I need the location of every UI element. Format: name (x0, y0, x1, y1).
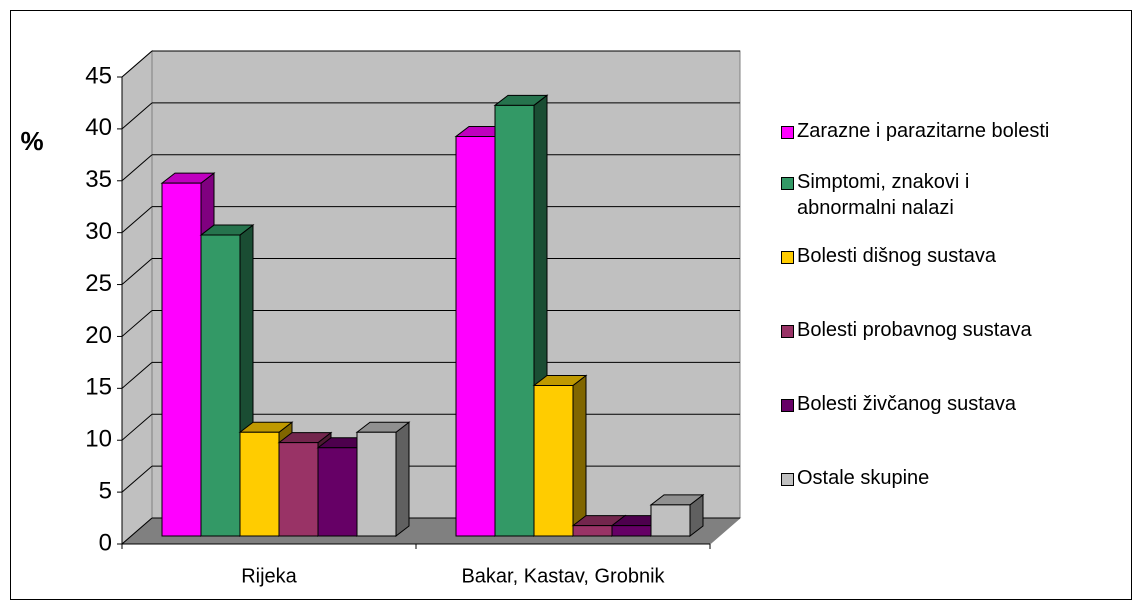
bar-front (239, 431, 280, 537)
grid-line-side (121, 50, 153, 78)
grid-line-side (121, 465, 153, 493)
legend-item: Bolesti probavnog sustava (781, 317, 1121, 343)
y-tick-label: 35 (85, 166, 112, 193)
grid-line-side (121, 310, 153, 337)
bar-side (395, 421, 410, 538)
legend-swatch (781, 177, 794, 190)
bar-front (494, 104, 535, 537)
y-tick-label: 40 (85, 114, 112, 141)
x-tick-label: Rijeka (241, 565, 297, 587)
y-tick-label: 5 (99, 477, 112, 504)
legend-item: Bolesti živčanog sustava (781, 391, 1121, 417)
x-tick-label: Bakar, Kastav, Grobnik (461, 565, 665, 587)
bar-front (455, 135, 496, 537)
legend-label: Bolesti živčanog sustava (797, 393, 1017, 415)
grid-line-side (121, 206, 153, 234)
legend-swatch (781, 251, 794, 264)
bar-front (650, 504, 691, 537)
legend-swatch (781, 325, 794, 338)
grid-line-side (121, 517, 153, 545)
bar-front (278, 442, 319, 537)
bar-front (611, 525, 652, 537)
y-tick-label: 45 (85, 62, 112, 89)
bar-front (533, 385, 574, 537)
y-tick-label: 10 (85, 426, 112, 453)
grid-line-side (121, 361, 153, 389)
legend-item: Zarazne i parazitarne bolesti (781, 118, 1121, 144)
y-tick-label: 25 (85, 270, 112, 297)
legend-swatch (781, 473, 794, 486)
grid-line-side (121, 413, 153, 441)
legend-item: Simptomi, znakovi i abnormalni nalazi (781, 169, 1041, 221)
y-tick-label: 15 (85, 374, 112, 401)
legend-label: Zarazne i parazitarne bolesti (797, 120, 1050, 142)
legend-item: Bolesti dišnog sustava (781, 243, 1121, 269)
legend-label: Bolesti probavnog sustava (797, 319, 1032, 341)
bar-front (356, 431, 397, 537)
grid-line-side (121, 258, 153, 285)
legend-swatch (781, 126, 794, 139)
legend-swatch (781, 399, 794, 412)
bar-side (572, 374, 587, 538)
grid-line-side (121, 102, 153, 130)
bar-front (317, 447, 358, 537)
y-tick-label: 30 (85, 218, 112, 245)
bar (532, 374, 588, 538)
legend-label: Ostale skupine (797, 467, 930, 489)
legend-item: Ostale skupine (781, 465, 1121, 491)
bar-front (161, 182, 202, 537)
bar (355, 421, 411, 538)
y-tick-label: 0 (99, 529, 112, 556)
legend-label: Simptomi, znakovi i abnormalni nalazi (797, 171, 970, 219)
legend-label: Bolesti dišnog sustava (797, 245, 997, 267)
bar-front (200, 234, 241, 537)
grid-line-side (121, 154, 153, 182)
y-tick-label: 20 (85, 322, 112, 349)
bar (649, 493, 705, 538)
bar-front (572, 525, 613, 537)
y-axis-label: % (20, 126, 43, 156)
